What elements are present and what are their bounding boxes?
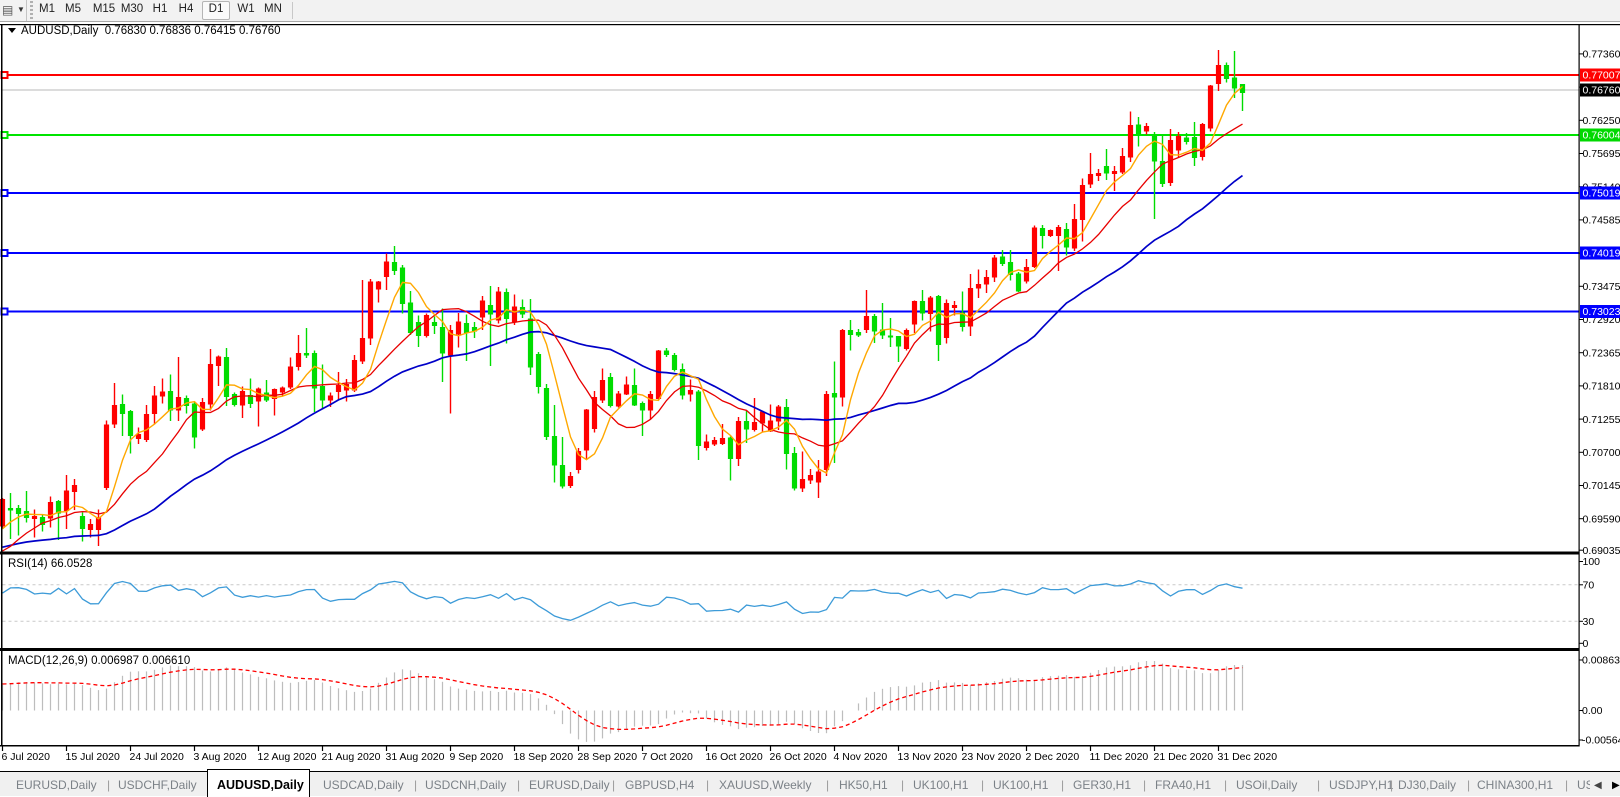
svg-text:0.70700: 0.70700 <box>1583 447 1620 459</box>
svg-text:21 Aug 2020: 21 Aug 2020 <box>322 751 381 763</box>
svg-text:0.73475: 0.73475 <box>1583 281 1620 293</box>
svg-text:0.76250: 0.76250 <box>1583 115 1620 127</box>
svg-text:-0.005641: -0.005641 <box>1582 735 1620 747</box>
svg-text:0.71255: 0.71255 <box>1583 414 1620 426</box>
svg-text:70: 70 <box>1583 580 1595 592</box>
svg-text:0.72365: 0.72365 <box>1583 347 1620 359</box>
svg-text:0.75695: 0.75695 <box>1583 148 1620 160</box>
svg-text:0.76004: 0.76004 <box>1583 130 1620 142</box>
svg-text:0.73023: 0.73023 <box>1583 306 1620 318</box>
svg-text:16 Oct 2020: 16 Oct 2020 <box>706 751 763 763</box>
svg-text:24 Jul 2020: 24 Jul 2020 <box>130 751 184 763</box>
svg-text:12 Aug 2020: 12 Aug 2020 <box>258 751 317 763</box>
svg-text:7 Oct 2020: 7 Oct 2020 <box>642 751 694 763</box>
svg-text:0.008633: 0.008633 <box>1582 655 1620 667</box>
svg-text:AUDUSD,Daily 0.76830 0.76836: AUDUSD,Daily 0.76830 0.76836 0.76415 0.7… <box>21 25 281 37</box>
svg-text:0.70145: 0.70145 <box>1583 480 1620 492</box>
svg-text:MACD(12,26,9) 0.006987 0.00661: MACD(12,26,9) 0.006987 0.006610 <box>8 655 190 667</box>
svg-text:100: 100 <box>1583 556 1601 568</box>
svg-text:0.77360: 0.77360 <box>1583 49 1620 61</box>
svg-text:9 Sep 2020: 9 Sep 2020 <box>450 751 504 763</box>
svg-text:15 Jul 2020: 15 Jul 2020 <box>66 751 120 763</box>
svg-text:0.69590: 0.69590 <box>1583 513 1620 525</box>
svg-text:0: 0 <box>1583 638 1589 650</box>
svg-text:0.76760: 0.76760 <box>1583 85 1620 97</box>
svg-text:31 Aug 2020: 31 Aug 2020 <box>386 751 445 763</box>
svg-text:6 Jul 2020: 6 Jul 2020 <box>2 751 51 763</box>
svg-text:23 Nov 2020: 23 Nov 2020 <box>962 751 1022 763</box>
svg-text:0.69035: 0.69035 <box>1583 545 1620 557</box>
svg-text:0.71810: 0.71810 <box>1583 381 1620 393</box>
svg-text:30: 30 <box>1583 616 1595 628</box>
svg-text:0.74585: 0.74585 <box>1583 215 1620 227</box>
svg-text:0.77007: 0.77007 <box>1583 70 1620 82</box>
svg-text:11 Dec 2020: 11 Dec 2020 <box>1090 751 1149 763</box>
svg-text:RSI(14) 66.0528: RSI(14) 66.0528 <box>8 558 92 570</box>
svg-text:0.74019: 0.74019 <box>1583 248 1620 260</box>
svg-text:2 Dec 2020: 2 Dec 2020 <box>1026 751 1080 763</box>
svg-text:0.75019: 0.75019 <box>1583 188 1620 200</box>
svg-text:18 Sep 2020: 18 Sep 2020 <box>514 751 574 763</box>
svg-text:31 Dec 2020: 31 Dec 2020 <box>1218 751 1278 763</box>
svg-text:3 Aug 2020: 3 Aug 2020 <box>194 751 247 763</box>
svg-text:28 Sep 2020: 28 Sep 2020 <box>578 751 638 763</box>
svg-text:21 Dec 2020: 21 Dec 2020 <box>1154 751 1214 763</box>
svg-text:4 Nov 2020: 4 Nov 2020 <box>834 751 888 763</box>
svg-text:26 Oct 2020: 26 Oct 2020 <box>770 751 827 763</box>
svg-text:0.00: 0.00 <box>1582 705 1603 717</box>
svg-text:13 Nov 2020: 13 Nov 2020 <box>898 751 958 763</box>
